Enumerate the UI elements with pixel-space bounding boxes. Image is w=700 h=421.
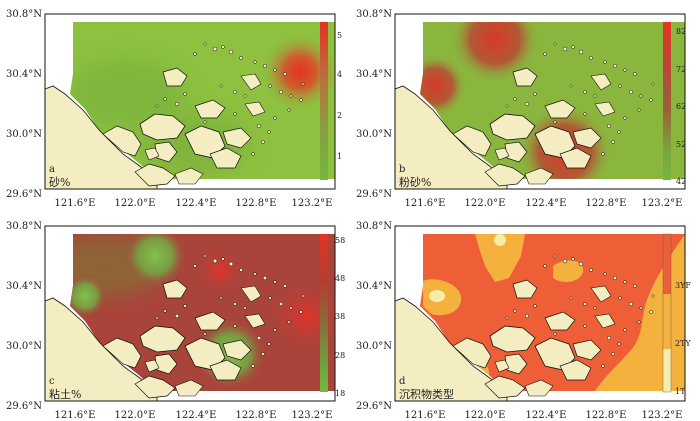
y-tick-label: 29.6°N [6, 189, 42, 200]
x-axis-labels-bottom-right: 121.6°E 122.0°E 122.4°E 122.8°E 123.2°E [405, 410, 683, 421]
type-2ty-northeast [553, 260, 584, 282]
x-tick-label: 121.6°E [55, 410, 96, 421]
cb-c-tick-1: 48 [335, 274, 345, 283]
x-tick-label: 122.8°E [236, 198, 277, 209]
panel-letter-a: a [49, 164, 55, 175]
panel-letter-d: d [399, 376, 406, 387]
y-axis-labels-bottom-left: 30.8°N 30.4°N 30.0°N 29.6°N [6, 221, 42, 412]
x-tick-label: 121.6°E [405, 198, 446, 209]
cb-d-tick-2: 1T [675, 387, 686, 396]
colorbar-ticks-a: 5 4 2 1 [337, 31, 342, 161]
colorbar-c [320, 234, 328, 392]
colorbar-b [663, 22, 671, 180]
cb-c-tick-0: 58 [335, 236, 345, 245]
cb-d-tick-0: 3YF [675, 281, 691, 290]
x-tick-label: 122.8°E [236, 410, 277, 421]
panel-d: 3YF 2TY 1T d 沉积物类型 [394, 225, 691, 402]
y-tick-label: 30.0°N [6, 341, 42, 352]
x-tick-label: 122.4°E [526, 410, 567, 421]
type-2ty-north [475, 234, 525, 282]
y-axis-labels-top-right: 30.8°N 30.4°N 30.0°N 29.6°N [356, 9, 392, 200]
y-tick-label: 30.0°N [6, 129, 42, 140]
y-tick-label: 30.8°N [356, 221, 392, 232]
cb-a-tick-0: 5 [337, 31, 342, 40]
colorbar-ticks-c: 58 48 38 28 18 [335, 236, 345, 398]
type-1t-north [494, 234, 506, 246]
x-tick-label: 122.4°E [526, 198, 567, 209]
x-tick-label: 122.0°E [465, 410, 506, 421]
panel-title-c: 粘土% [49, 387, 81, 401]
x-axis-labels-top-left: 121.6°E 122.0°E 122.4°E 122.8°E 123.2°E [55, 198, 333, 209]
y-tick-label: 29.6°N [356, 189, 392, 200]
silt-blob-north [450, 22, 540, 84]
clay-blob-east [265, 276, 335, 356]
y-axis-labels-top-left: 30.8°N 30.4°N 30.0°N 29.6°N [6, 9, 42, 200]
cb-c-tick-3: 28 [335, 351, 345, 360]
cb-b-tick-1: 72 [676, 65, 686, 74]
y-tick-label: 30.8°N [356, 9, 392, 20]
x-tick-label: 121.6°E [55, 198, 96, 209]
y-tick-label: 30.0°N [356, 341, 392, 352]
x-tick-label: 123.2°E [642, 198, 683, 209]
y-tick-label: 30.8°N [6, 9, 42, 20]
panel-c: 58 48 38 28 18 c 粘土% [44, 225, 345, 402]
panel-a: 5 4 2 1 a 砂% [44, 13, 342, 190]
x-tick-label: 123.2°E [292, 198, 333, 209]
panel-title-a: 砂% [49, 176, 70, 189]
cb-b-tick-0: 82 [676, 27, 686, 36]
type-2ty-east [595, 234, 685, 391]
y-tick-label: 30.4°N [6, 69, 42, 80]
cb-c-tick-4: 18 [335, 389, 345, 398]
cb-a-tick-1: 4 [337, 70, 342, 79]
type-1t-west [429, 290, 445, 302]
x-tick-label: 122.8°E [586, 410, 627, 421]
cb-b-tick-4: 42 [676, 177, 686, 186]
x-tick-label: 122.4°E [176, 198, 217, 209]
x-tick-label: 121.6°E [405, 410, 446, 421]
cb-a-tick-2: 2 [337, 111, 342, 120]
panel-title-d: 沉积物类型 [399, 387, 454, 401]
colorbar-d [662, 233, 672, 393]
y-tick-label: 30.4°N [356, 69, 392, 80]
y-tick-label: 30.4°N [6, 281, 42, 292]
panel-b: 82 72 62 52 42 b 粉砂% [394, 13, 686, 190]
x-tick-label: 122.4°E [176, 410, 217, 421]
panel-letter-b: b [399, 164, 405, 175]
cb-a-tick-3: 1 [337, 152, 342, 161]
clay-blob-north [123, 234, 187, 288]
y-tick-label: 29.6°N [356, 401, 392, 412]
cb-d-tick-1: 2TY [675, 339, 691, 348]
x-tick-label: 123.2°E [642, 410, 683, 421]
cb-b-tick-3: 52 [676, 140, 686, 149]
x-tick-label: 122.8°E [586, 198, 627, 209]
cb-b-tick-2: 62 [676, 102, 686, 111]
silt-blob-west [420, 54, 467, 118]
y-tick-label: 29.6°N [6, 401, 42, 412]
cb-c-tick-2: 38 [335, 312, 345, 321]
y-tick-label: 30.8°N [6, 221, 42, 232]
x-axis-labels-top-right: 121.6°E 122.0°E 122.4°E 122.8°E 123.2°E [405, 198, 683, 209]
x-tick-label: 122.0°E [115, 410, 156, 421]
clay-blob-west [70, 274, 107, 318]
colorbar-ticks-d: 3YF 2TY 1T [675, 281, 691, 396]
y-tick-label: 30.0°N [356, 129, 392, 140]
x-axis-labels-bottom-left: 121.6°E 122.0°E 122.4°E 122.8°E 123.2°E [55, 410, 333, 421]
colorbar-ticks-b: 82 72 62 52 42 [676, 27, 686, 186]
x-tick-label: 122.0°E [115, 198, 156, 209]
x-tick-label: 123.2°E [292, 410, 333, 421]
panel-letter-c: c [49, 376, 55, 387]
y-tick-label: 30.4°N [356, 281, 392, 292]
colorbar-a [320, 22, 328, 180]
x-tick-label: 122.0°E [465, 198, 506, 209]
y-axis-labels-bottom-right: 30.8°N 30.4°N 30.0°N 29.6°N [356, 221, 392, 412]
panel-title-b: 粉砂% [399, 176, 431, 189]
